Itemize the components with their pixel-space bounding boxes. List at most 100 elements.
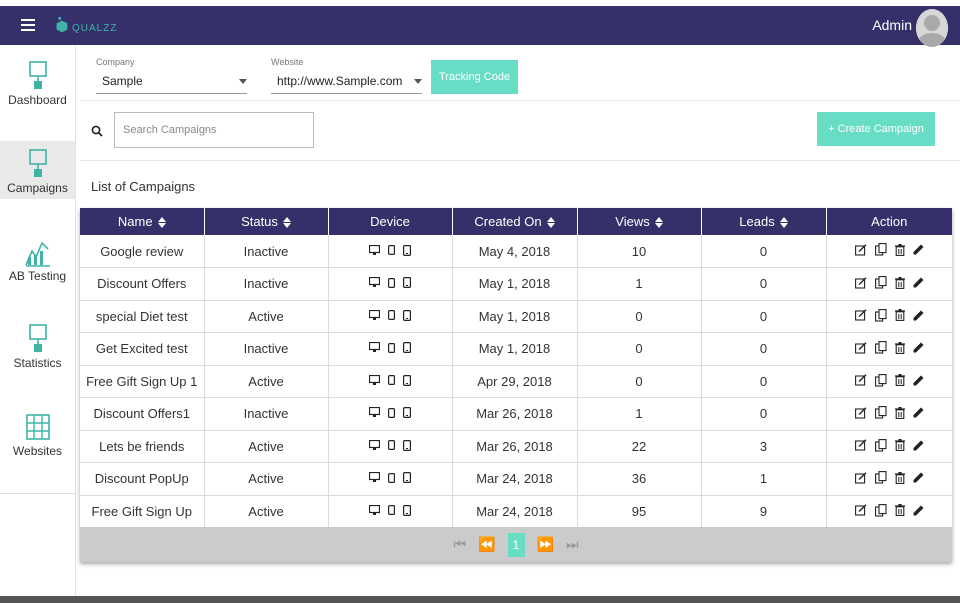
copy-icon[interactable]	[874, 341, 887, 354]
table-row[interactable]: Discount PopUp Active Mar 24, 2018 36 1	[80, 462, 952, 496]
cell-name[interactable]: Discount Offers	[80, 267, 205, 301]
table-row[interactable]: Free Gift Sign Up 1 Active Apr 29, 2018 …	[80, 365, 952, 398]
first-page-icon[interactable]: ⏮	[453, 536, 467, 552]
current-page[interactable]: 1	[507, 532, 525, 557]
cell-name[interactable]: Get Excited test	[80, 332, 205, 366]
cell-leads: 0	[701, 235, 827, 268]
trash-icon[interactable]	[894, 504, 905, 516]
pencil-icon[interactable]	[913, 505, 924, 516]
cell-name[interactable]: Discount PopUp	[80, 462, 205, 496]
avatar[interactable]	[916, 9, 948, 47]
mobile-icon	[403, 472, 411, 484]
tablet-icon	[388, 375, 395, 386]
cell-created-on: Mar 26, 2018	[452, 397, 578, 431]
create-campaign-button[interactable]: + Create Campaign	[817, 112, 935, 146]
cell-views: 0	[577, 300, 702, 333]
sort-icon[interactable]	[779, 217, 788, 229]
pencil-icon[interactable]	[913, 440, 924, 451]
sidebar-item-campaigns[interactable]: Campaigns	[0, 141, 75, 199]
table-row[interactable]: special Diet test Active May 1, 2018 0 0	[80, 300, 952, 333]
cell-device	[328, 235, 453, 268]
copy-icon[interactable]	[874, 276, 887, 289]
cell-name[interactable]: special Diet test	[80, 300, 205, 333]
cell-views: 10	[577, 235, 702, 268]
cell-name[interactable]: Lets be friends	[80, 430, 205, 463]
admin-name[interactable]: Admin	[872, 17, 912, 33]
trash-icon[interactable]	[894, 243, 905, 256]
sort-icon[interactable]	[654, 217, 663, 229]
tracking-code-button[interactable]: Tracking Code	[431, 60, 518, 94]
column-header-views[interactable]: Views	[577, 208, 702, 235]
table-row[interactable]: Free Gift Sign Up Active Mar 24, 2018 95…	[80, 495, 952, 528]
pencil-icon[interactable]	[913, 244, 924, 255]
column-header-created-on[interactable]: Created On	[452, 208, 578, 235]
copy-icon[interactable]	[874, 471, 887, 484]
website-label: Website	[271, 57, 304, 67]
pencil-icon[interactable]	[913, 342, 924, 353]
cell-action	[826, 235, 952, 268]
edit-icon[interactable]	[854, 439, 867, 451]
column-header-name[interactable]: Name	[80, 208, 205, 235]
trash-icon[interactable]	[894, 406, 905, 419]
trash-icon[interactable]	[894, 276, 905, 289]
pencil-icon[interactable]	[913, 310, 924, 321]
edit-icon[interactable]	[854, 471, 867, 484]
next-page-icon[interactable]: ⏩	[536, 536, 554, 552]
column-header-leads[interactable]: Leads	[701, 208, 827, 235]
table-row[interactable]: Get Excited test Inactive May 1, 2018 0 …	[80, 332, 952, 366]
edit-icon[interactable]	[854, 374, 867, 386]
pencil-icon[interactable]	[913, 472, 924, 483]
sidebar-item-dashboard[interactable]: Dashboard	[0, 61, 75, 119]
desktop-icon	[369, 309, 380, 320]
logo-text: QUALZZ	[72, 22, 118, 34]
edit-icon[interactable]	[854, 244, 867, 256]
company-select[interactable]: Sample	[96, 70, 247, 94]
table-row[interactable]: Lets be friends Active Mar 26, 2018 22 3	[80, 430, 952, 463]
edit-icon[interactable]	[854, 341, 867, 354]
edit-icon[interactable]	[854, 309, 867, 321]
copy-icon[interactable]	[874, 438, 887, 452]
copy-icon[interactable]	[874, 308, 887, 322]
sidebar-item-label: Dashboard	[8, 93, 67, 107]
previous-page-icon[interactable]: ⏪	[478, 536, 496, 552]
trash-icon[interactable]	[894, 309, 905, 321]
edit-icon[interactable]	[854, 406, 867, 419]
sidebar-item-websites[interactable]: Websites	[0, 412, 75, 470]
edit-icon[interactable]	[854, 276, 867, 289]
last-page-icon[interactable]: ⏭	[565, 536, 579, 552]
copy-icon[interactable]	[874, 406, 887, 419]
sort-icon[interactable]	[546, 217, 555, 229]
cell-name[interactable]: Discount Offers1	[80, 397, 205, 431]
search-input[interactable]	[114, 112, 314, 148]
edit-icon[interactable]	[854, 504, 867, 516]
cell-action	[826, 462, 952, 496]
table-row[interactable]: Google review Inactive May 4, 2018 10 0	[80, 235, 952, 268]
menu-icon[interactable]	[21, 19, 35, 31]
trash-icon[interactable]	[894, 471, 905, 484]
table-row[interactable]: Discount Offers1 Inactive Mar 26, 2018 1…	[80, 397, 952, 431]
pencil-icon[interactable]	[913, 277, 924, 288]
pencil-icon[interactable]	[913, 407, 924, 418]
sort-icon[interactable]	[282, 217, 291, 229]
pencil-icon[interactable]	[913, 375, 924, 386]
column-header-status[interactable]: Status	[204, 208, 329, 235]
cell-name[interactable]: Google review	[80, 235, 205, 268]
device-icons	[369, 504, 411, 516]
trash-icon[interactable]	[894, 439, 905, 451]
trash-icon[interactable]	[894, 341, 905, 354]
column-label: Name	[117, 214, 153, 229]
sort-icon[interactable]	[157, 217, 166, 229]
mobile-icon	[403, 374, 411, 386]
monitor-icon	[28, 61, 47, 89]
sidebar-item-statistics[interactable]: Statistics	[0, 324, 75, 382]
copy-icon[interactable]	[874, 373, 887, 387]
cell-name[interactable]: Free Gift Sign Up	[80, 495, 205, 528]
sidebar-item-ab-testing[interactable]: AB Testing	[0, 237, 75, 295]
tablet-icon	[388, 342, 395, 353]
website-select[interactable]: http://www.Sample.com	[271, 70, 422, 94]
copy-icon[interactable]	[874, 243, 887, 256]
copy-icon[interactable]	[874, 503, 887, 517]
cell-name[interactable]: Free Gift Sign Up 1	[80, 365, 205, 398]
table-row[interactable]: Discount Offers Inactive May 1, 2018 1 0	[80, 267, 952, 301]
trash-icon[interactable]	[894, 374, 905, 386]
